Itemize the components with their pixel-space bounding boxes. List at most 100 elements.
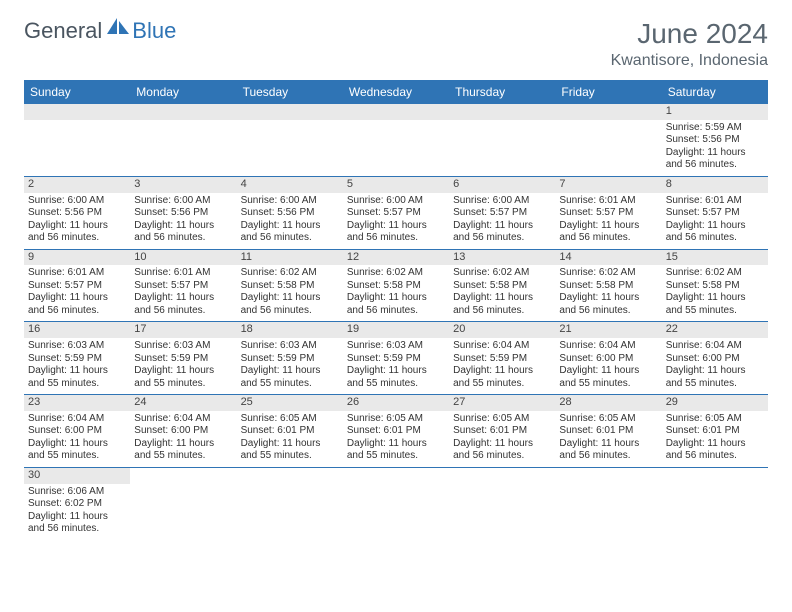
day-sunset: Sunset: 6:00 PM bbox=[134, 425, 232, 438]
day-daylight2: and 56 minutes. bbox=[241, 232, 339, 245]
day-daylight2: and 55 minutes. bbox=[241, 378, 339, 391]
day-cell: 17Sunrise: 6:03 AMSunset: 5:59 PMDayligh… bbox=[130, 322, 236, 394]
day-number: 8 bbox=[662, 177, 768, 193]
day-number-empty bbox=[555, 104, 661, 120]
day-sunset: Sunset: 5:56 PM bbox=[666, 134, 764, 147]
day-cell: 27Sunrise: 6:05 AMSunset: 6:01 PMDayligh… bbox=[449, 395, 555, 467]
day-sunrise: Sunrise: 6:02 AM bbox=[347, 267, 445, 280]
day-header: Monday bbox=[130, 81, 236, 104]
day-daylight1: Daylight: 11 hours bbox=[666, 220, 764, 233]
day-cell: 11Sunrise: 6:02 AMSunset: 5:58 PMDayligh… bbox=[237, 250, 343, 322]
day-daylight1: Daylight: 11 hours bbox=[28, 438, 126, 451]
day-sunrise: Sunrise: 6:02 AM bbox=[453, 267, 551, 280]
day-cell: 10Sunrise: 6:01 AMSunset: 5:57 PMDayligh… bbox=[130, 250, 236, 322]
day-daylight1: Daylight: 11 hours bbox=[453, 292, 551, 305]
day-number-empty bbox=[237, 104, 343, 120]
day-daylight2: and 55 minutes. bbox=[134, 378, 232, 391]
day-body: Sunrise: 6:01 AMSunset: 5:57 PMDaylight:… bbox=[662, 193, 768, 249]
day-cell: 26Sunrise: 6:05 AMSunset: 6:01 PMDayligh… bbox=[343, 395, 449, 467]
week-row: 30Sunrise: 6:06 AMSunset: 6:02 PMDayligh… bbox=[24, 468, 768, 540]
day-cell bbox=[662, 468, 768, 540]
day-daylight1: Daylight: 11 hours bbox=[559, 438, 657, 451]
day-cell: 5Sunrise: 6:00 AMSunset: 5:57 PMDaylight… bbox=[343, 177, 449, 249]
day-cell: 21Sunrise: 6:04 AMSunset: 6:00 PMDayligh… bbox=[555, 322, 661, 394]
day-daylight1: Daylight: 11 hours bbox=[453, 365, 551, 378]
day-daylight2: and 56 minutes. bbox=[28, 305, 126, 318]
day-daylight1: Daylight: 11 hours bbox=[134, 220, 232, 233]
day-sunset: Sunset: 6:02 PM bbox=[28, 498, 126, 511]
day-number: 4 bbox=[237, 177, 343, 193]
day-cell bbox=[130, 104, 236, 176]
day-sunset: Sunset: 5:59 PM bbox=[134, 353, 232, 366]
day-sunset: Sunset: 5:59 PM bbox=[241, 353, 339, 366]
day-sunrise: Sunrise: 6:05 AM bbox=[666, 413, 764, 426]
day-cell: 3Sunrise: 6:00 AMSunset: 5:56 PMDaylight… bbox=[130, 177, 236, 249]
day-daylight1: Daylight: 11 hours bbox=[134, 365, 232, 378]
day-daylight1: Daylight: 11 hours bbox=[134, 292, 232, 305]
day-cell: 12Sunrise: 6:02 AMSunset: 5:58 PMDayligh… bbox=[343, 250, 449, 322]
day-number: 28 bbox=[555, 395, 661, 411]
day-body: Sunrise: 6:01 AMSunset: 5:57 PMDaylight:… bbox=[130, 265, 236, 321]
day-sunrise: Sunrise: 6:02 AM bbox=[666, 267, 764, 280]
day-body: Sunrise: 6:02 AMSunset: 5:58 PMDaylight:… bbox=[343, 265, 449, 321]
day-cell: 16Sunrise: 6:03 AMSunset: 5:59 PMDayligh… bbox=[24, 322, 130, 394]
day-sunset: Sunset: 5:57 PM bbox=[347, 207, 445, 220]
day-body: Sunrise: 6:04 AMSunset: 5:59 PMDaylight:… bbox=[449, 338, 555, 394]
day-cell: 15Sunrise: 6:02 AMSunset: 5:58 PMDayligh… bbox=[662, 250, 768, 322]
location: Kwantisore, Indonesia bbox=[611, 52, 768, 70]
day-header: Friday bbox=[555, 81, 661, 104]
day-number: 27 bbox=[449, 395, 555, 411]
day-sunset: Sunset: 5:57 PM bbox=[666, 207, 764, 220]
day-daylight1: Daylight: 11 hours bbox=[347, 220, 445, 233]
day-number: 3 bbox=[130, 177, 236, 193]
day-body: Sunrise: 6:04 AMSunset: 6:00 PMDaylight:… bbox=[24, 411, 130, 467]
day-body: Sunrise: 6:03 AMSunset: 5:59 PMDaylight:… bbox=[237, 338, 343, 394]
day-daylight1: Daylight: 11 hours bbox=[666, 147, 764, 160]
day-number: 22 bbox=[662, 322, 768, 338]
day-number: 15 bbox=[662, 250, 768, 266]
day-number-empty bbox=[343, 104, 449, 120]
day-sunrise: Sunrise: 6:00 AM bbox=[347, 195, 445, 208]
day-daylight1: Daylight: 11 hours bbox=[666, 292, 764, 305]
day-number: 23 bbox=[24, 395, 130, 411]
day-sunrise: Sunrise: 6:01 AM bbox=[666, 195, 764, 208]
day-daylight2: and 55 minutes. bbox=[347, 378, 445, 391]
day-daylight2: and 56 minutes. bbox=[559, 450, 657, 463]
day-cell: 22Sunrise: 6:04 AMSunset: 6:00 PMDayligh… bbox=[662, 322, 768, 394]
day-number: 18 bbox=[237, 322, 343, 338]
day-sunset: Sunset: 6:00 PM bbox=[28, 425, 126, 438]
calendar: SundayMondayTuesdayWednesdayThursdayFrid… bbox=[24, 80, 768, 540]
day-daylight1: Daylight: 11 hours bbox=[453, 220, 551, 233]
day-body: Sunrise: 6:00 AMSunset: 5:56 PMDaylight:… bbox=[237, 193, 343, 249]
day-body: Sunrise: 6:00 AMSunset: 5:57 PMDaylight:… bbox=[343, 193, 449, 249]
day-sunrise: Sunrise: 6:00 AM bbox=[28, 195, 126, 208]
day-daylight2: and 56 minutes. bbox=[666, 450, 764, 463]
day-body: Sunrise: 6:03 AMSunset: 5:59 PMDaylight:… bbox=[343, 338, 449, 394]
day-sunrise: Sunrise: 6:01 AM bbox=[134, 267, 232, 280]
day-body: Sunrise: 6:01 AMSunset: 5:57 PMDaylight:… bbox=[555, 193, 661, 249]
day-cell: 28Sunrise: 6:05 AMSunset: 6:01 PMDayligh… bbox=[555, 395, 661, 467]
day-daylight2: and 55 minutes. bbox=[666, 378, 764, 391]
logo-sail-icon bbox=[106, 17, 130, 35]
day-daylight2: and 55 minutes. bbox=[28, 450, 126, 463]
day-sunrise: Sunrise: 6:01 AM bbox=[559, 195, 657, 208]
day-body: Sunrise: 6:02 AMSunset: 5:58 PMDaylight:… bbox=[449, 265, 555, 321]
day-cell: 13Sunrise: 6:02 AMSunset: 5:58 PMDayligh… bbox=[449, 250, 555, 322]
day-cell: 23Sunrise: 6:04 AMSunset: 6:00 PMDayligh… bbox=[24, 395, 130, 467]
day-cell: 7Sunrise: 6:01 AMSunset: 5:57 PMDaylight… bbox=[555, 177, 661, 249]
day-number: 11 bbox=[237, 250, 343, 266]
day-body: Sunrise: 6:03 AMSunset: 5:59 PMDaylight:… bbox=[24, 338, 130, 394]
day-number: 1 bbox=[662, 104, 768, 120]
title-block: June 2024 Kwantisore, Indonesia bbox=[611, 18, 768, 70]
day-body: Sunrise: 6:04 AMSunset: 6:00 PMDaylight:… bbox=[555, 338, 661, 394]
week-row: 16Sunrise: 6:03 AMSunset: 5:59 PMDayligh… bbox=[24, 322, 768, 395]
day-daylight1: Daylight: 11 hours bbox=[666, 365, 764, 378]
day-daylight1: Daylight: 11 hours bbox=[559, 365, 657, 378]
day-sunset: Sunset: 5:58 PM bbox=[666, 280, 764, 293]
week-row: 2Sunrise: 6:00 AMSunset: 5:56 PMDaylight… bbox=[24, 177, 768, 250]
day-header: Wednesday bbox=[343, 81, 449, 104]
day-body: Sunrise: 6:00 AMSunset: 5:56 PMDaylight:… bbox=[24, 193, 130, 249]
day-number: 30 bbox=[24, 468, 130, 484]
day-body: Sunrise: 6:00 AMSunset: 5:56 PMDaylight:… bbox=[130, 193, 236, 249]
month-title: June 2024 bbox=[611, 18, 768, 50]
